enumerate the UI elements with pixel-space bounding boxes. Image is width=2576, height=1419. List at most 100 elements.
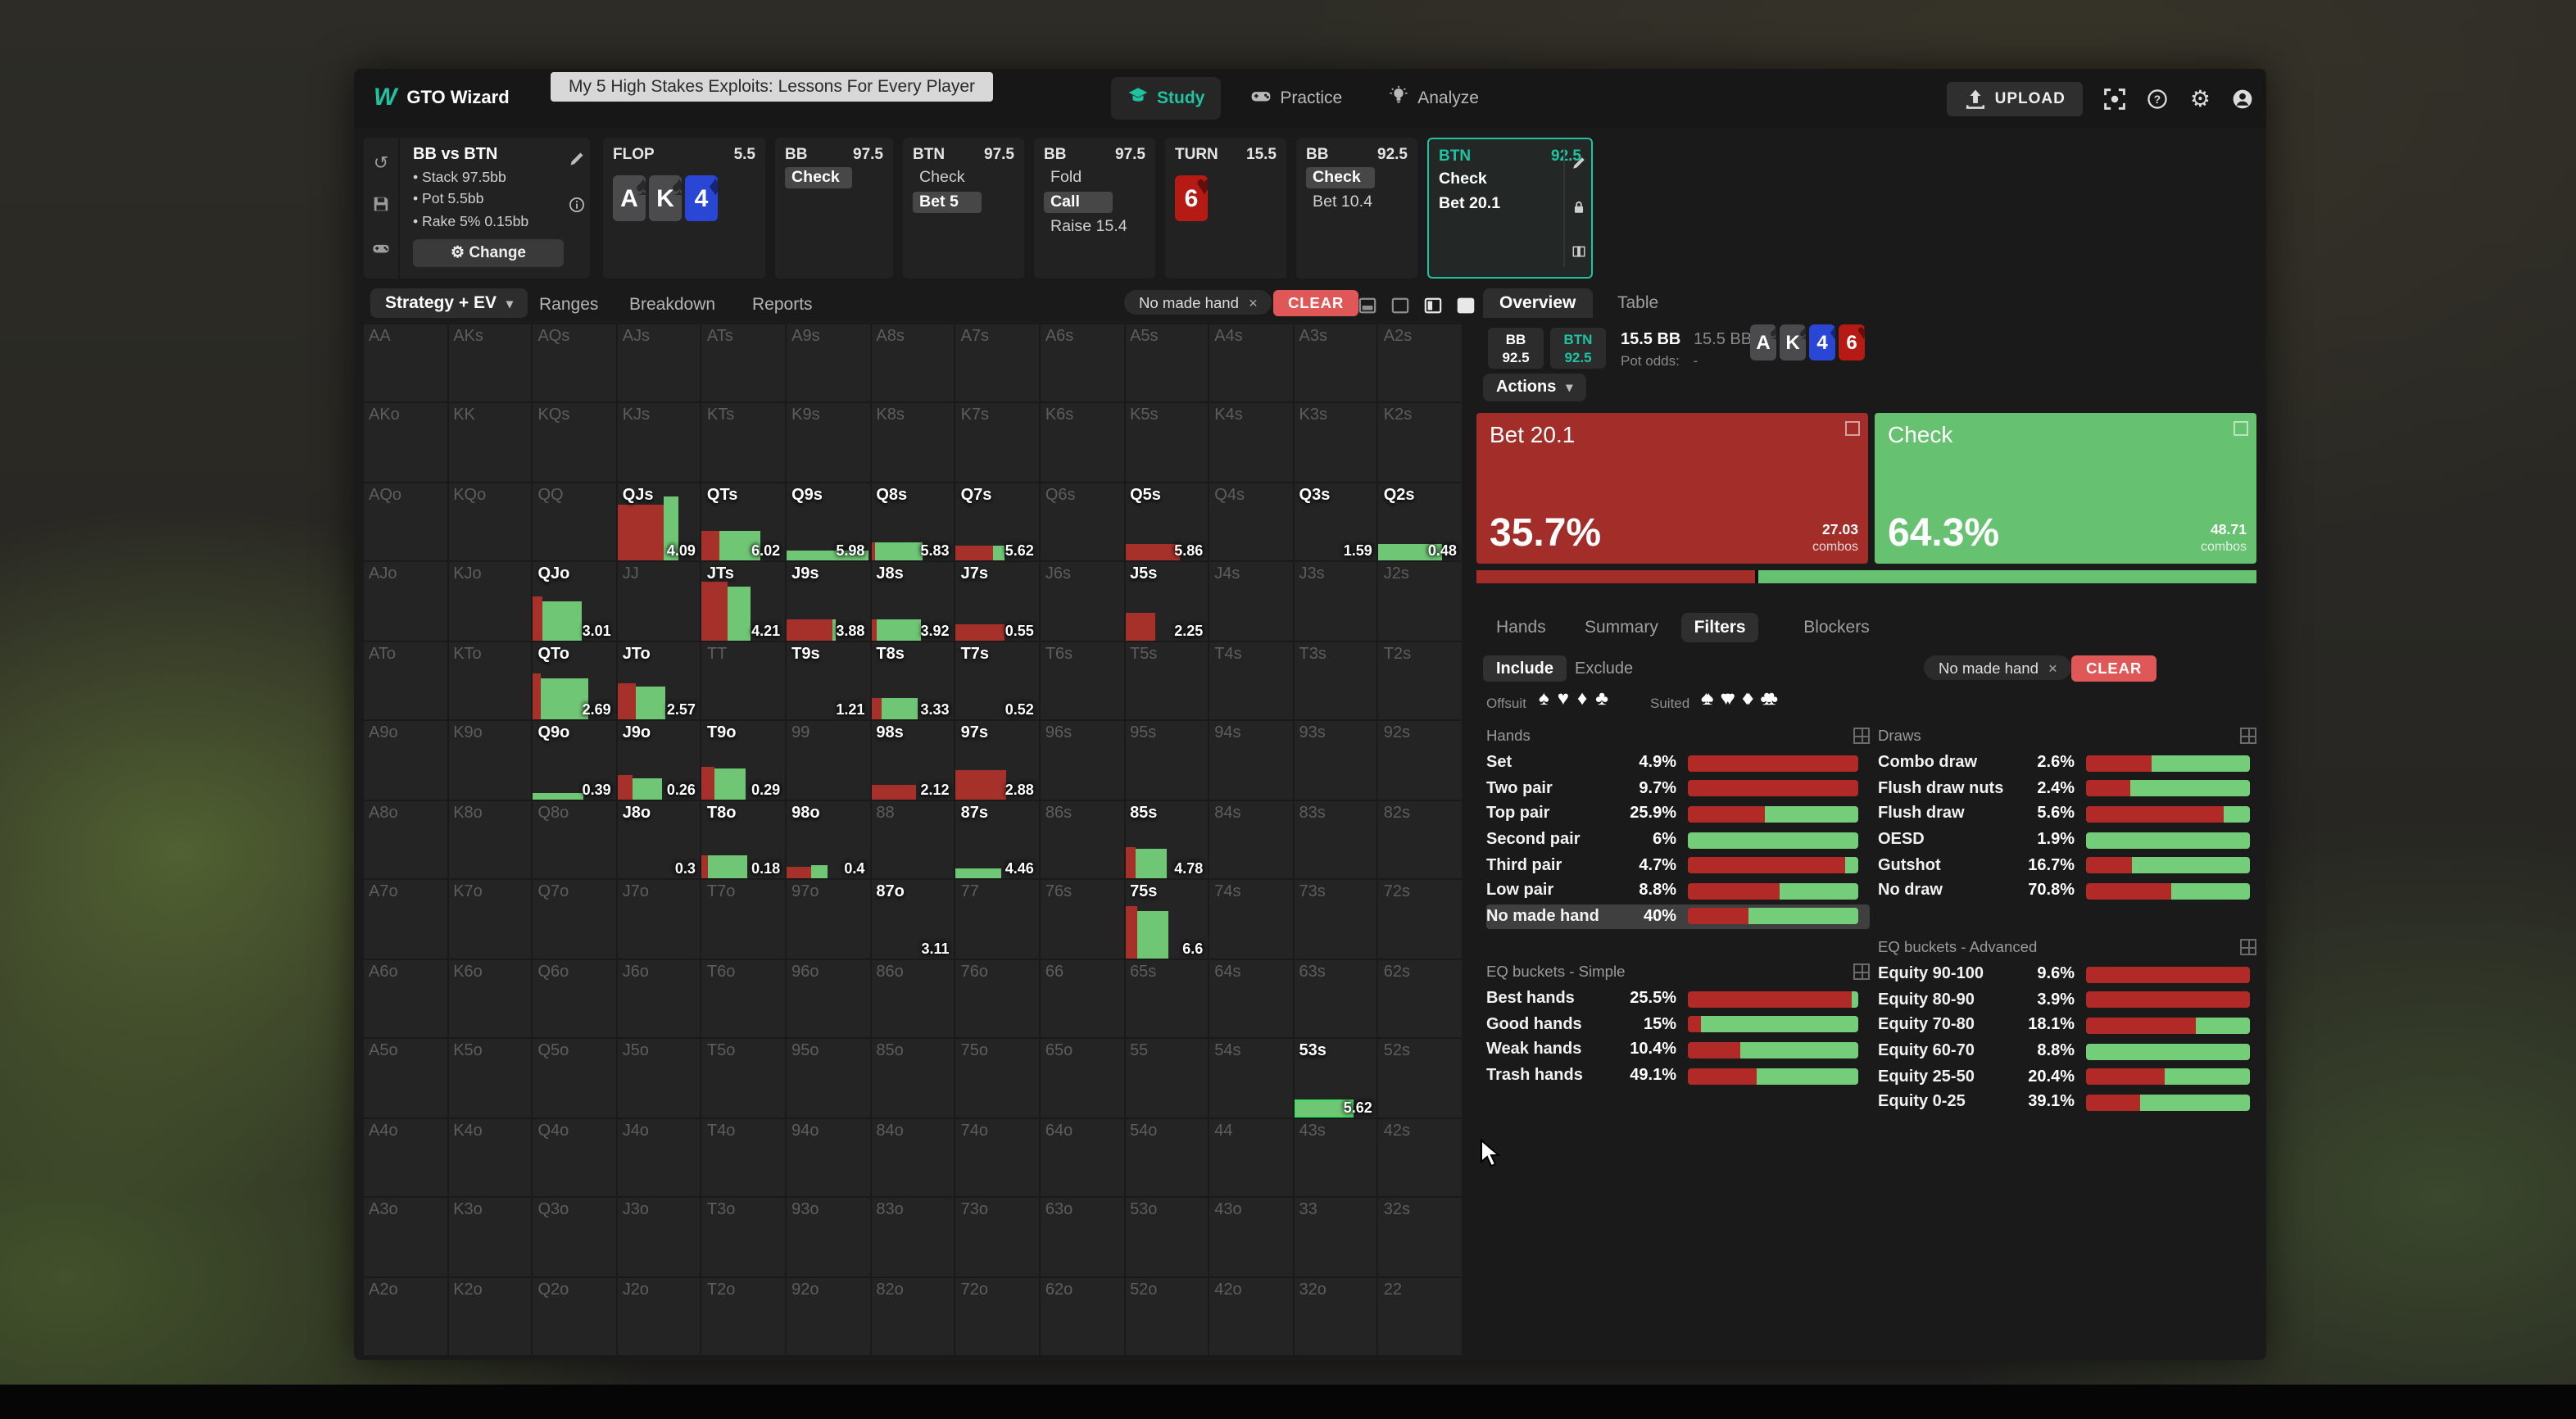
matrix-cell-K9o[interactable]: K9o — [448, 721, 533, 801]
matrix-cell-K2o[interactable]: K2o — [448, 1277, 533, 1357]
matrix-cell-TT[interactable]: TT — [701, 641, 787, 722]
matrix-cell-KQo[interactable]: KQo — [448, 483, 533, 563]
matrix-cell-K3s[interactable]: K3s — [1294, 403, 1379, 483]
upload-button[interactable]: UPLOAD — [1947, 81, 2084, 116]
help-icon[interactable]: ? — [2147, 88, 2169, 109]
stat-row-flush-draw[interactable]: Flush draw 5.6% — [1878, 801, 2256, 827]
stat-row-equity-80-90[interactable]: Equity 80-90 3.9% — [1878, 987, 2256, 1013]
matrix-cell-KTs[interactable]: KTs — [701, 403, 787, 483]
matrix-cell-55[interactable]: 55 — [1125, 1039, 1210, 1119]
matrix-cell-96s[interactable]: 96s — [1040, 721, 1126, 801]
matrix-cell-92s[interactable]: 92s — [1378, 721, 1463, 801]
matrix-cell-42o[interactable]: 42o — [1209, 1277, 1295, 1357]
matrix-cell-J6s[interactable]: J6s — [1040, 562, 1126, 642]
subtab-hands[interactable]: Hands — [1496, 618, 1546, 637]
matrix-cell-K7o[interactable]: K7o — [448, 880, 533, 960]
history-panel-bb-1[interactable]: BB 97.5 Check — [775, 138, 893, 279]
action-check[interactable]: Check — [919, 169, 965, 187]
matrix-cell-K6s[interactable]: K6s — [1040, 403, 1126, 483]
stat-row-gutshot[interactable]: Gutshot 16.7% — [1878, 853, 2256, 878]
matrix-cell-73o[interactable]: 73o — [955, 1198, 1041, 1278]
matrix-cell-Q6o[interactable]: Q6o — [533, 959, 618, 1040]
matrix-cell-T4s[interactable]: T4s — [1209, 641, 1295, 722]
matrix-cell-J8s[interactable]: J8s 3.92 — [871, 562, 956, 642]
matrix-cell-J3o[interactable]: J3o — [617, 1198, 702, 1278]
matrix-cell-T6o[interactable]: T6o — [701, 959, 787, 1040]
gto-wizard-logo[interactable]: W GTO Wizard — [374, 84, 510, 111]
matrix-cell-73s[interactable]: 73s — [1294, 880, 1379, 960]
stat-row-oesd[interactable]: OESD 1.9% — [1878, 827, 2256, 853]
stat-row-no-made-hand[interactable]: No made hand 40% — [1486, 904, 1870, 930]
matrix-cell-Q5s[interactable]: Q5s 5.86 — [1125, 483, 1210, 563]
matrix-cell-A6s[interactable]: A6s — [1040, 324, 1126, 404]
save-icon[interactable] — [372, 192, 390, 221]
matrix-cell-42s[interactable]: 42s — [1378, 1118, 1463, 1199]
matrix-cell-T4o[interactable]: T4o — [701, 1118, 787, 1199]
matrix-cell-Q8s[interactable]: Q8s 5.83 — [871, 483, 956, 563]
lock-icon[interactable] — [1571, 193, 1586, 223]
matrix-cell-Q9s[interactable]: Q9s 5.98 — [787, 483, 872, 563]
matrix-cell-J2o[interactable]: J2o — [617, 1277, 702, 1357]
matrix-cell-QJs[interactable]: QJs 4.09 — [617, 483, 702, 563]
nav-tab-study[interactable]: Study — [1111, 77, 1222, 120]
matrix-cell-87o[interactable]: 87o 3.11 — [871, 880, 956, 960]
matrix-cell-A6o[interactable]: A6o — [364, 959, 449, 1040]
matrix-cell-Q2o[interactable]: Q2o — [533, 1277, 618, 1357]
matrix-cell-Q4s[interactable]: Q4s — [1209, 483, 1295, 563]
matrix-cell-98o[interactable]: 98o 0.4 — [787, 800, 872, 881]
matrix-cell-76o[interactable]: 76o — [955, 959, 1041, 1040]
matrix-cell-T2o[interactable]: T2o — [701, 1277, 787, 1357]
matrix-cell-Q7s[interactable]: Q7s 5.62 — [955, 483, 1041, 563]
stat-row-equity-90-100[interactable]: Equity 90-100 9.6% — [1878, 962, 2256, 987]
matrix-cell-97s[interactable]: 97s 2.88 — [955, 721, 1041, 801]
matrix-cell-84o[interactable]: 84o — [871, 1118, 956, 1199]
matrix-cell-QTs[interactable]: QTs 6.02 — [701, 483, 787, 563]
subtab-summary[interactable]: Summary — [1585, 618, 1658, 637]
stat-row-equity-60-70[interactable]: Equity 60-70 8.8% — [1878, 1039, 2256, 1064]
matrix-cell-T7o[interactable]: T7o — [701, 880, 787, 960]
matrix-cell-J2s[interactable]: J2s — [1378, 562, 1463, 642]
matrix-cell-87s[interactable]: 87s 4.46 — [955, 800, 1041, 881]
matrix-cell-54o[interactable]: 54o — [1125, 1118, 1210, 1199]
matrix-cell-85s[interactable]: 85s 4.78 — [1125, 800, 1210, 881]
matrix-cell-K4s[interactable]: K4s — [1209, 403, 1295, 483]
matrix-cell-Q3s[interactable]: Q3s 1.59 — [1294, 483, 1379, 563]
matrix-cell-53s[interactable]: 53s 5.62 — [1294, 1039, 1379, 1119]
matrix-cell-Q3o[interactable]: Q3o — [533, 1198, 618, 1278]
stat-row-best-hands[interactable]: Best hands 25.5% — [1486, 986, 1870, 1012]
stat-row-equity-25-50[interactable]: Equity 25-50 20.4% — [1878, 1064, 2256, 1090]
suited-club-icon[interactable]: ♣♣ — [1760, 687, 1779, 710]
grid-view-icon[interactable] — [1853, 728, 1870, 744]
action-call[interactable]: Call — [1044, 192, 1113, 213]
matrix-cell-T7s[interactable]: T7s 0.52 — [955, 641, 1041, 722]
matrix-cell-A7o[interactable]: A7o — [364, 880, 449, 960]
matrix-cell-63s[interactable]: 63s — [1294, 959, 1379, 1040]
matrix-cell-72o[interactable]: 72o — [955, 1277, 1041, 1357]
action-fold[interactable]: Fold — [1050, 169, 1082, 187]
grid-view-icon[interactable] — [1853, 963, 1870, 980]
offsuit-heart-icon[interactable]: ♥ — [1557, 687, 1569, 710]
matrix-cell-Q2s[interactable]: Q2s 0.48 — [1378, 483, 1463, 563]
matrix-cell-J4s[interactable]: J4s — [1209, 562, 1295, 642]
matrix-cell-JJ[interactable]: JJ — [617, 562, 702, 642]
grid-view-icon[interactable] — [2240, 728, 2256, 744]
matrix-cell-62s[interactable]: 62s — [1378, 959, 1463, 1040]
matrix-cell-T5o[interactable]: T5o — [701, 1039, 787, 1119]
matrix-cell-54s[interactable]: 54s — [1209, 1039, 1295, 1119]
stat-row-equity-70-80[interactable]: Equity 70-80 18.1% — [1878, 1013, 2256, 1038]
matrix-cell-AQs[interactable]: AQs — [533, 324, 618, 404]
close-icon[interactable]: × — [2048, 660, 2057, 676]
matrix-cell-93s[interactable]: 93s — [1294, 721, 1379, 801]
matrix-cell-77[interactable]: 77 — [955, 880, 1041, 960]
matrix-cell-A8o[interactable]: A8o — [364, 800, 449, 881]
offsuit-club-icon[interactable]: ♣ — [1595, 687, 1608, 710]
settings-gear-icon[interactable]: ⚙ — [2189, 85, 2211, 111]
book-icon[interactable] — [1571, 238, 1586, 267]
stat-row-low-pair[interactable]: Low pair 8.8% — [1486, 878, 1870, 904]
matrix-cell-64s[interactable]: 64s — [1209, 959, 1295, 1040]
include-toggle[interactable]: Include — [1483, 655, 1567, 682]
stat-row-flush-draw-nuts[interactable]: Flush draw nuts 2.4% — [1878, 776, 2256, 801]
matrix-cell-A8s[interactable]: A8s — [871, 324, 956, 404]
matrix-cell-A3o[interactable]: A3o — [364, 1198, 449, 1278]
pencil-icon[interactable] — [1571, 149, 1586, 179]
